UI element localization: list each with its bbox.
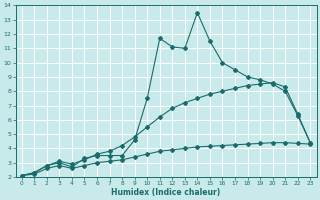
X-axis label: Humidex (Indice chaleur): Humidex (Indice chaleur)	[111, 188, 221, 197]
